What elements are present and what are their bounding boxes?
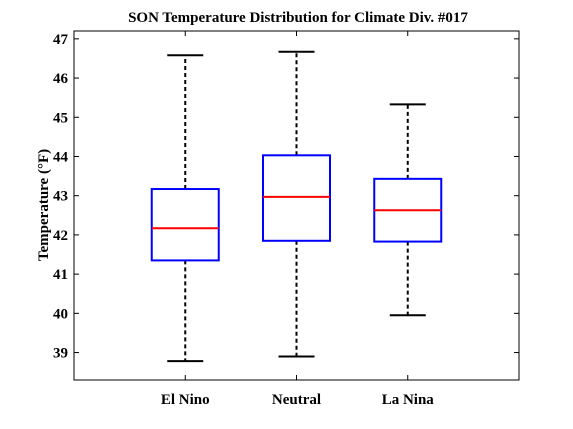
- y-axis-label: Temperature (°F): [36, 149, 52, 261]
- iqr-box: [150, 188, 220, 262]
- y-tick-label: 47: [53, 32, 69, 48]
- iqr-box: [262, 154, 331, 242]
- x-category-label: El Nino: [161, 392, 210, 408]
- box-la-nina: [373, 103, 443, 317]
- y-axis: 39 40 41 42 43 44 45 46 47: [53, 32, 519, 362]
- chart-title: SON Temperature Distribution for Climate…: [128, 10, 468, 26]
- y-tick-label: 39: [53, 346, 68, 362]
- y-tick-label: 42: [53, 228, 68, 244]
- box-el-nino: [150, 54, 220, 363]
- box-series: [150, 50, 443, 363]
- x-category-label: Neutral: [272, 392, 321, 408]
- box-neutral: [262, 50, 331, 358]
- x-category-label: La Nina: [382, 392, 435, 408]
- y-tick-label: 45: [53, 110, 68, 126]
- y-tick-label: 43: [53, 189, 68, 205]
- y-tick-label: 46: [53, 71, 69, 87]
- y-tick-label: 40: [53, 306, 68, 322]
- y-tick-label: 41: [53, 267, 68, 283]
- x-axis: El Nino Neutral La Nina: [161, 31, 434, 408]
- y-tick-label: 44: [53, 149, 69, 165]
